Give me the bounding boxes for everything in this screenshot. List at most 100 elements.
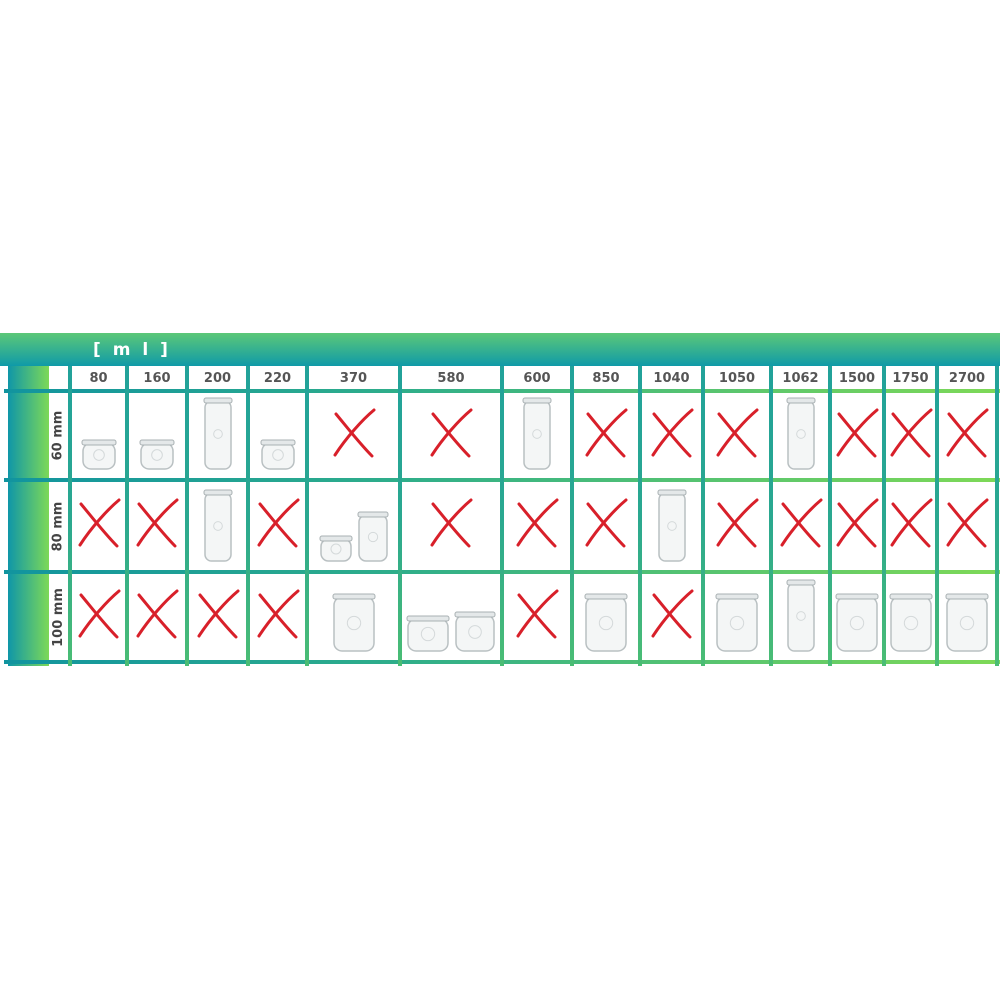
- grid-column-line: [882, 366, 886, 666]
- column-header: 600: [523, 371, 551, 386]
- grid-column-line: [935, 366, 939, 666]
- grid-column-line: [701, 366, 705, 666]
- cross-icon: [430, 498, 473, 548]
- cross-icon: [946, 498, 989, 548]
- grid-column-line: [125, 366, 129, 666]
- jar-cell: [886, 574, 935, 654]
- grid-column-line: [68, 366, 72, 666]
- jar-icon: [454, 611, 496, 652]
- column-header: 850: [592, 371, 620, 386]
- cross-icon: [651, 408, 693, 457]
- grid-column-line: [305, 366, 309, 666]
- unavailable-cell: [832, 482, 882, 564]
- jar-cell: [705, 574, 769, 654]
- jar-icon: [81, 439, 116, 470]
- jar-icon: [332, 593, 375, 652]
- header-banner: [0, 333, 1000, 366]
- column-header: 80: [89, 371, 108, 386]
- cross-icon: [516, 589, 559, 639]
- jar-icon: [786, 579, 815, 652]
- column-header: 1062: [782, 371, 819, 386]
- unavailable-cell: [402, 393, 500, 472]
- row-label: 60 mm: [48, 393, 68, 478]
- column-header: 1040: [653, 371, 690, 386]
- jar-icon: [889, 593, 932, 652]
- column-header: 220: [263, 371, 292, 386]
- jar-cell: [309, 574, 398, 654]
- jar-icon: [657, 489, 686, 562]
- unavailable-cell: [939, 482, 995, 564]
- jar-icon: [203, 397, 232, 470]
- jar-icon: [203, 489, 232, 562]
- cross-icon: [585, 408, 628, 457]
- jar-icon: [835, 593, 879, 652]
- row-label: 80 mm: [48, 482, 68, 570]
- grid-column-line: [500, 366, 504, 666]
- jar-cell: [250, 393, 305, 472]
- cross-icon: [651, 589, 693, 639]
- grid-column-line: [995, 366, 999, 666]
- cross-icon: [836, 408, 879, 457]
- unavailable-cell: [72, 574, 125, 654]
- jar-cell: [402, 574, 500, 654]
- jar-icon: [357, 511, 388, 562]
- column-header: 160: [143, 371, 171, 386]
- row-label-text: 60 mm: [50, 410, 66, 461]
- cross-icon: [430, 408, 473, 457]
- unavailable-cell: [886, 393, 935, 472]
- jar-cell: [574, 574, 638, 654]
- jar-cell: [642, 482, 701, 564]
- unavailable-cell: [705, 482, 769, 564]
- jar-cell: [773, 574, 828, 654]
- unavailable-cell: [129, 574, 185, 654]
- unavailable-cell: [642, 393, 701, 472]
- jar-icon: [786, 397, 815, 470]
- jar-cell: [309, 482, 398, 564]
- column-header: 1050: [718, 371, 756, 386]
- unavailable-cell: [832, 393, 882, 472]
- unavailable-cell: [189, 574, 246, 654]
- jar-cell: [189, 482, 246, 564]
- jar-cell: [939, 574, 995, 654]
- cross-icon: [946, 408, 989, 457]
- unavailable-cell: [574, 393, 638, 472]
- jar-cell: [189, 393, 246, 472]
- unavailable-cell: [309, 393, 398, 472]
- jar-icon: [715, 593, 759, 652]
- unit-label: [ m l ]: [93, 340, 171, 360]
- grid-column-line: [398, 366, 402, 666]
- column-header: 370: [339, 371, 368, 386]
- sidebar-gradient-bar: [8, 366, 49, 666]
- unavailable-cell: [504, 574, 570, 654]
- column-header: 1500: [838, 371, 876, 386]
- cross-icon: [136, 589, 179, 639]
- unavailable-cell: [504, 482, 570, 564]
- row-label-text: 80 mm: [50, 501, 66, 551]
- row-label-text: 100 mm: [50, 587, 66, 647]
- unavailable-cell: [250, 574, 305, 654]
- jar-cell: [773, 393, 828, 472]
- cross-icon: [78, 498, 120, 548]
- cross-icon: [257, 498, 299, 548]
- unavailable-cell: [773, 482, 828, 564]
- column-header: 2700: [948, 371, 986, 386]
- jar-icon: [260, 439, 295, 470]
- grid-column-line: [769, 366, 773, 666]
- unavailable-cell: [402, 482, 500, 564]
- cross-icon: [716, 408, 759, 457]
- cross-icon: [333, 408, 375, 457]
- column-header: 200: [203, 371, 232, 386]
- cross-icon: [890, 498, 932, 548]
- jar-icon: [522, 397, 552, 470]
- unavailable-cell: [642, 574, 701, 654]
- cross-icon: [257, 589, 299, 639]
- cross-icon: [136, 498, 179, 548]
- jar-icon: [319, 535, 352, 562]
- unavailable-cell: [705, 393, 769, 472]
- cross-icon: [890, 408, 932, 457]
- grid-column-line: [185, 366, 189, 666]
- unavailable-cell: [574, 482, 638, 564]
- unavailable-cell: [939, 393, 995, 472]
- row-label: 100 mm: [48, 574, 68, 660]
- jar-icon: [406, 615, 450, 652]
